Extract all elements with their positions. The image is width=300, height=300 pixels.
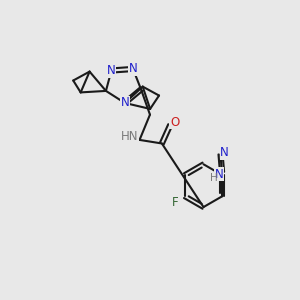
Text: N: N (215, 168, 224, 181)
Text: H: H (210, 173, 218, 183)
Text: N: N (107, 64, 116, 77)
Text: N: N (129, 62, 137, 76)
Text: O: O (170, 116, 179, 129)
Text: F: F (172, 196, 178, 208)
Text: HN: HN (121, 130, 139, 143)
Text: N: N (220, 146, 229, 159)
Text: N: N (121, 97, 129, 110)
